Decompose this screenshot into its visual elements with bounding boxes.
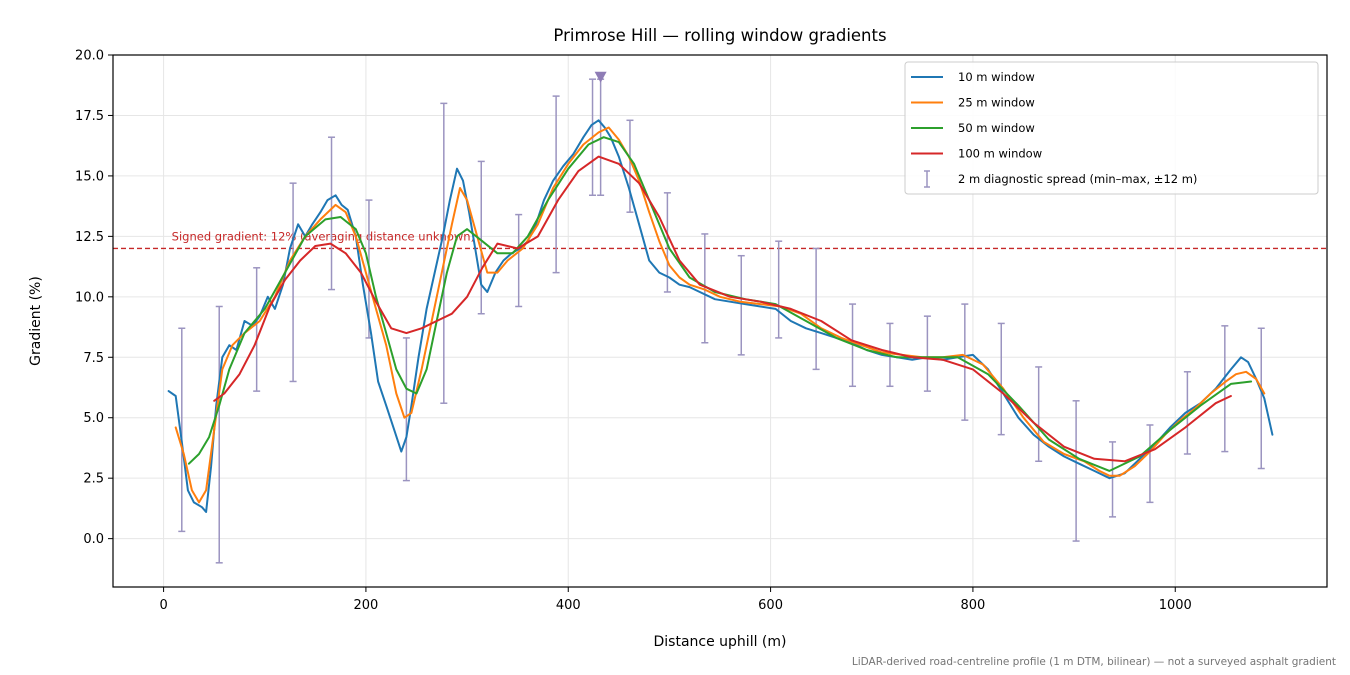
errorbar-3 <box>289 182 297 383</box>
errorbar-15 <box>701 233 709 344</box>
legend-label-4: 2 m diagnostic spread (min–max, ±12 m) <box>958 172 1197 186</box>
y-tick-label-5: 12.5 <box>75 230 104 245</box>
errorbar-0 <box>178 327 186 533</box>
errorbar-28 <box>1183 371 1191 455</box>
errorbar-18 <box>812 247 820 371</box>
y-axis-ticks: 0.0 2.5 5.0 7.5 10.0 12.5 15.0 17.5 20.0 <box>75 49 113 547</box>
series-line-3 <box>213 155 1232 463</box>
errorbar-26 <box>1109 441 1117 518</box>
legend: 10 m window 25 m window 50 m window 100 m w… <box>904 61 1319 195</box>
errorbar-4 <box>328 136 336 291</box>
x-tick-label-0: 0 <box>159 598 167 613</box>
footnote: LiDAR-derived road-centreline profile (1… <box>852 656 1336 668</box>
peak-marker-group <box>594 71 607 83</box>
errorbar-17 <box>775 240 783 339</box>
legend-label-2: 50 m window <box>958 121 1035 135</box>
errorbar-group <box>178 78 1265 564</box>
y-tick-label-3: 7.5 <box>83 351 104 366</box>
y-tick-label-2: 5.0 <box>83 411 104 426</box>
errorbar-21 <box>923 315 931 392</box>
errorbar-27 <box>1146 424 1154 504</box>
legend-label-3: 100 m window <box>958 147 1042 161</box>
y-tick-label-1: 2.5 <box>83 472 104 487</box>
errorbar-1 <box>215 305 223 564</box>
errorbar-13 <box>626 119 634 213</box>
errorbar-8 <box>477 160 485 315</box>
legend-box <box>904 61 1319 195</box>
reference-line-group: Signed gradient: 12% (averaging distance… <box>113 229 1327 250</box>
plot-frame <box>112 54 1328 588</box>
errorbar-25 <box>1072 400 1080 542</box>
errorbar-9 <box>515 213 523 308</box>
x-tick-label-1: 200 <box>354 598 379 613</box>
errorbar-23 <box>997 322 1005 436</box>
x-axis-ticks: 0 200 400 600 800 1000 <box>159 587 1192 613</box>
legend-label-0: 10 m window <box>958 70 1035 84</box>
errorbar-30 <box>1257 327 1265 470</box>
legend-label-1: 25 m window <box>958 96 1035 110</box>
x-tick-label-4: 800 <box>961 598 986 613</box>
errorbar-7 <box>440 102 448 404</box>
errorbar-6 <box>402 337 410 482</box>
y-tick-label-0: 0.0 <box>83 532 104 547</box>
legend-entries: 10 m window 25 m window 50 m window 100 m w… <box>911 70 1197 188</box>
y-tick-label-6: 15.0 <box>75 169 104 184</box>
y-axis-label: Gradient (%) <box>28 276 44 366</box>
chart-title: Primrose Hill — rolling window gradients <box>553 26 886 45</box>
errorbar-2 <box>253 267 261 392</box>
errorbar-16 <box>737 254 745 356</box>
x-tick-label-5: 1000 <box>1159 598 1192 613</box>
y-tick-label-4: 10.0 <box>75 290 104 305</box>
x-axis-label: Distance uphill (m) <box>654 634 787 650</box>
series-line-0 <box>167 119 1274 513</box>
peak-marker <box>594 71 607 83</box>
y-tick-label-8: 20.0 <box>75 49 104 64</box>
y-tick-label-7: 17.5 <box>75 109 104 124</box>
reference-line-label: Signed gradient: 12% (averaging distance… <box>172 229 475 243</box>
errorbar-24 <box>1035 366 1043 463</box>
x-tick-label-3: 600 <box>758 598 783 613</box>
series-group <box>167 119 1274 513</box>
series-line-2 <box>187 136 1253 472</box>
x-tick-label-2: 400 <box>556 598 581 613</box>
